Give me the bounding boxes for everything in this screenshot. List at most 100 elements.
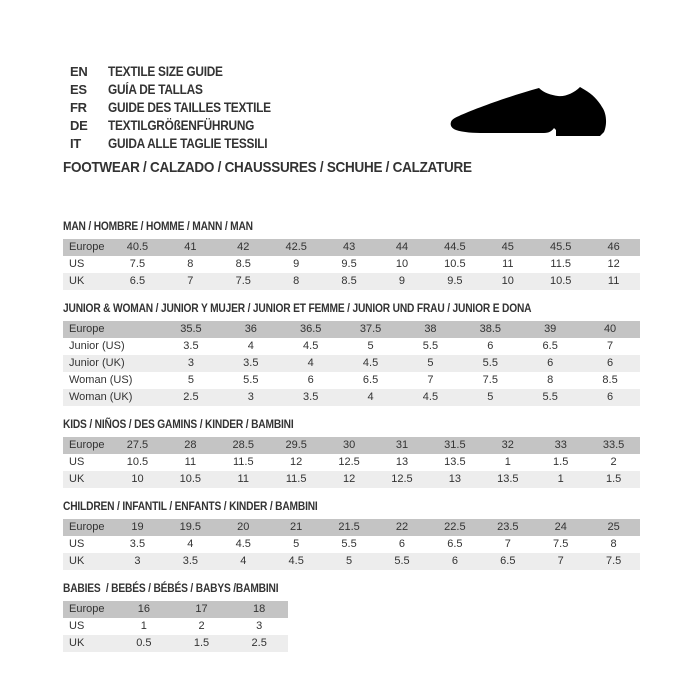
size-cell: 6 — [547, 357, 554, 369]
size-cell: 4 — [367, 391, 374, 403]
size-cell: 5.5 — [394, 555, 410, 567]
size-cell: 43 — [342, 241, 356, 253]
row-label: Europe — [69, 603, 105, 615]
language-code: FR — [70, 99, 87, 115]
size-cell: 28 — [184, 439, 197, 451]
size-cell: 6.5 — [447, 538, 463, 550]
size-cell: 4.5 — [422, 391, 439, 403]
row-label: Europe — [69, 241, 105, 253]
size-cell: 1 — [140, 620, 147, 632]
size-cell: 8 — [293, 275, 300, 287]
size-cell: 4 — [307, 357, 314, 369]
size-cell: 12 — [607, 258, 620, 270]
size-cell: 6 — [398, 538, 406, 550]
language-list: EN TEXTILE SIZE GUIDE ES GUÍA DE TALLAS … — [70, 62, 293, 152]
size-cell: 3.5 — [183, 340, 199, 352]
size-cell: 10 — [131, 473, 144, 485]
size-cell: 13 — [448, 473, 462, 485]
size-cell: 6 — [607, 357, 614, 369]
row-label: UK — [69, 555, 85, 567]
size-cell: 37.5 — [359, 323, 382, 335]
row-label: US — [69, 456, 85, 468]
row-label: Woman (US) — [69, 374, 133, 386]
table-row: Junior (US) 3.5 4 4.5 5 5.5 6 6.5 7 — [63, 338, 640, 355]
size-cell: 36.5 — [299, 323, 322, 335]
table-title: JUNIOR & WOMAN / JUNIOR Y MUJER / JUNIOR… — [63, 301, 532, 315]
size-cell: 5.5 — [341, 538, 357, 550]
size-cell: 19 — [131, 521, 144, 533]
size-tables: MAN / HOMBRE / HOMME / MANN / MAN Europe 4… — [63, 219, 640, 663]
table-title: BABIES / BEBÉS / BÉBÉS / BABYS /BAMBINI — [63, 581, 279, 595]
size-cell: 7.5 — [482, 374, 498, 386]
size-cell: 10 — [501, 275, 514, 287]
table-row: Europe 40.5 41 42 42.5 43 44 44.5 45 45.5 46 — [63, 239, 640, 256]
size-cell: 2.5 — [183, 391, 199, 403]
table-row: UK 0.5 1.5 2.5 — [63, 635, 288, 652]
size-cell: 20 — [237, 521, 250, 533]
size-cell: 7 — [187, 275, 194, 287]
size-cell: 13.5 — [497, 473, 519, 485]
size-cell: 11.5 — [285, 473, 307, 485]
size-cell: 44 — [395, 241, 409, 253]
row-label: Europe — [69, 521, 105, 533]
size-cell: 19.5 — [179, 521, 202, 533]
size-cell: 7.5 — [129, 258, 146, 270]
row-label: Junior (UK) — [69, 357, 125, 369]
size-cell: 4 — [240, 555, 247, 567]
size-cell: 25 — [607, 521, 620, 533]
size-cell: 10.5 — [444, 258, 466, 270]
size-cell: 17 — [195, 603, 208, 615]
language-label: GUIDA ALLE TAGLIE TESSILI — [108, 135, 268, 151]
size-cell: 12 — [290, 456, 303, 468]
row-label: US — [69, 538, 85, 550]
size-cell: 13 — [395, 456, 409, 468]
size-cell: 29.5 — [285, 439, 307, 451]
size-cell: 6 — [607, 391, 614, 403]
size-cell: 6 — [487, 340, 494, 352]
size-cell: 38 — [424, 323, 437, 335]
size-table: BABIES / BEBÉS / BÉBÉS / BABYS /BAMBINI E… — [63, 581, 288, 652]
size-cell: 31 — [395, 439, 409, 451]
language-row: EN TEXTILE SIZE GUIDE — [70, 62, 293, 80]
size-cell: 9 — [398, 275, 406, 287]
size-cell: 6 — [307, 374, 314, 386]
size-cell: 8 — [610, 538, 617, 550]
size-cell: 12 — [342, 473, 356, 485]
table-row: UK 10 10.5 11 11.5 12 12.5 13 13.5 1 1.5 — [63, 471, 640, 488]
size-cell: 33 — [554, 439, 567, 451]
size-cell: 5 — [427, 357, 434, 369]
size-cell: 7 — [607, 340, 614, 352]
size-cell: 8.5 — [602, 374, 618, 386]
size-cell: 27.5 — [126, 439, 149, 451]
size-cell: 2.5 — [251, 637, 267, 649]
size-cell: 1 — [557, 473, 564, 485]
size-cell: 21.5 — [338, 521, 360, 533]
size-cell: 4.5 — [235, 538, 251, 550]
size-cell: 32 — [501, 439, 514, 451]
size-cell: 4.5 — [303, 340, 319, 352]
size-cell: 3 — [256, 620, 263, 632]
size-cell: 3 — [187, 357, 194, 369]
table-row: US 1 2 3 — [63, 618, 288, 635]
size-cell: 18 — [253, 603, 266, 615]
size-cell: 5.5 — [542, 391, 558, 403]
table-row: Europe 35.5 36 36.5 37.5 38 38.5 39 40 — [63, 321, 640, 338]
size-cell: 33.5 — [602, 439, 625, 451]
size-cell: 3 — [134, 555, 141, 567]
size-cell: 45 — [501, 241, 514, 253]
table-title: KIDS / NIÑOS / DES GAMINS / KINDER / BAM… — [63, 417, 294, 431]
size-cell: 11 — [184, 456, 197, 468]
language-code: DE — [70, 117, 88, 133]
language-row: FR GUIDE DES TAILLES TEXTILE — [70, 98, 293, 116]
table-title: MAN / HOMBRE / HOMME / MANN / MAN — [63, 219, 253, 233]
size-cell: 4 — [247, 340, 254, 352]
table-row: Europe 19 19.5 20 21 21.5 22 22.5 23.5 24 25 — [63, 519, 640, 536]
size-cell: 6 — [451, 555, 458, 567]
table-row: UK 3 3.5 4 4.5 5 5.5 6 6.5 7 7.5 — [63, 553, 640, 570]
size-cell: 45.5 — [549, 241, 572, 253]
size-table: CHILDREN / INFANTIL / ENFANTS / KINDER /… — [63, 499, 640, 570]
size-cell: 5 — [487, 391, 494, 403]
language-code: ES — [70, 81, 87, 97]
size-cell: 23.5 — [497, 521, 519, 533]
size-cell: 10 — [395, 258, 409, 270]
